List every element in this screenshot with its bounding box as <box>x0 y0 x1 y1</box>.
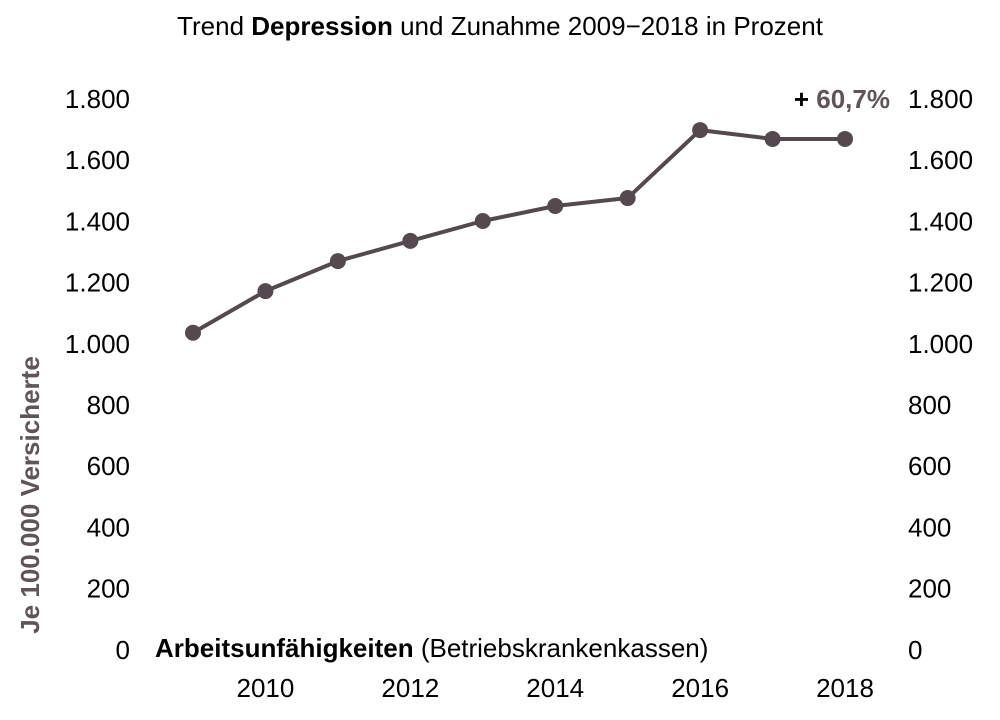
y-tick-label: 1.600 <box>65 145 130 175</box>
y-tick-label: 1.200 <box>65 268 130 298</box>
annotation-part: (Betriebskrankenkassen) <box>414 633 709 663</box>
point <box>474 212 491 229</box>
x-tick-label: 2012 <box>381 673 439 703</box>
point <box>185 324 201 341</box>
annotation-part: Arbeitsunfähigkeiten <box>155 633 414 663</box>
point <box>329 253 346 270</box>
point <box>547 197 564 214</box>
point <box>402 232 419 249</box>
line <box>192 128 845 335</box>
point <box>837 130 853 147</box>
point <box>764 130 781 147</box>
chart-title: Trend Depression und Zunahme 2009−2018 i… <box>177 11 824 41</box>
x-tick-label: 2016 <box>671 673 729 703</box>
annotation-part: 60,7% <box>816 84 890 114</box>
annotation-part: + <box>794 84 816 114</box>
y-tick-label: 0 <box>116 635 130 665</box>
change-annotation: + 60,7% <box>794 84 890 114</box>
source-annotation: Arbeitsunfähigkeiten (Betriebskrankenkas… <box>155 633 708 663</box>
y2-tick-label: 200 <box>908 574 951 604</box>
y2-tick-label: 400 <box>908 512 951 542</box>
y2-tick-label: 1.000 <box>908 329 973 359</box>
x-tick-label: 2018 <box>816 673 874 703</box>
y2-tick-label: 1.200 <box>908 268 973 298</box>
y-axis-label: Je 100.000 Versicherte <box>15 356 45 634</box>
title-part: Depression <box>251 11 393 41</box>
y-tick-label: 200 <box>87 574 130 604</box>
point <box>692 122 709 139</box>
point <box>257 283 274 300</box>
y-tick-label: 600 <box>87 451 130 481</box>
y-tick-label: 1.400 <box>65 206 130 236</box>
point <box>619 190 636 207</box>
y2-tick-label: 600 <box>908 451 951 481</box>
y-tick-label: 1.000 <box>65 329 130 359</box>
title-part: Trend <box>177 11 251 41</box>
y2-tick-label: 1.800 <box>908 84 973 114</box>
y-tick-label: 400 <box>87 512 130 542</box>
x-tick-label: 2010 <box>237 673 295 703</box>
x-tick-label: 2014 <box>526 673 584 703</box>
title-part: und Zunahme 2009−2018 in Prozent <box>393 11 824 41</box>
y2-tick-label: 0 <box>908 635 922 665</box>
y2-tick-label: 1.600 <box>908 145 973 175</box>
y2-tick-label: 800 <box>908 390 951 420</box>
y2-tick-label: 1.400 <box>908 206 973 236</box>
y-tick-label: 1.800 <box>65 84 130 114</box>
y-tick-label: 800 <box>87 390 130 420</box>
